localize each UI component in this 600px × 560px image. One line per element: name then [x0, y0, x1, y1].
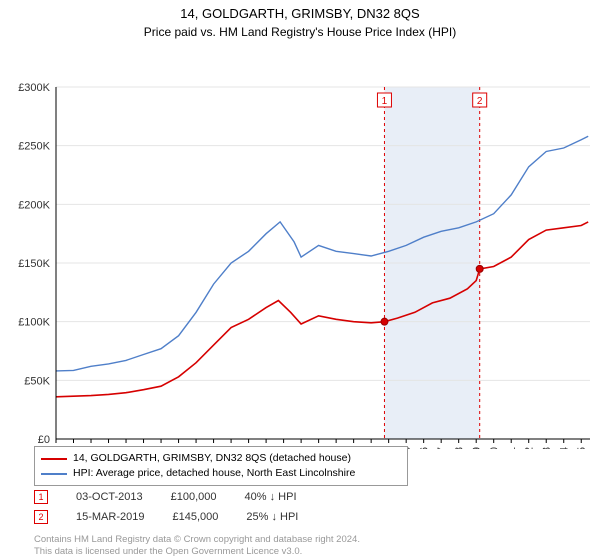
svg-text:£250K: £250K [18, 141, 50, 153]
svg-text:2016: 2016 [419, 447, 431, 449]
svg-text:2018: 2018 [454, 447, 466, 449]
transaction-price: £100,000 [171, 491, 217, 503]
chart-subtitle: Price paid vs. HM Land Registry's House … [0, 21, 600, 39]
legend-label: HPI: Average price, detached house, Nort… [73, 466, 355, 481]
svg-text:2020: 2020 [489, 447, 501, 449]
license-text: Contains HM Land Registry data © Crown c… [34, 534, 360, 558]
svg-text:£150K: £150K [18, 258, 50, 270]
transaction-delta: 25% ↓ HPI [246, 511, 298, 523]
legend-swatch [41, 458, 67, 460]
svg-text:£100K: £100K [18, 317, 50, 329]
legend: 14, GOLDGARTH, GRIMSBY, DN32 8QS (detach… [34, 446, 408, 486]
svg-text:£50K: £50K [24, 375, 50, 387]
transaction-row: 2 15-MAR-2019 £145,000 25% ↓ HPI [34, 510, 298, 524]
svg-text:£0: £0 [38, 434, 50, 446]
svg-text:2: 2 [477, 96, 483, 107]
transaction-marker: 2 [34, 510, 48, 524]
svg-text:2024: 2024 [559, 447, 571, 449]
transaction-date: 03-OCT-2013 [76, 491, 143, 503]
legend-swatch [41, 473, 67, 475]
svg-text:£300K: £300K [18, 82, 50, 94]
legend-item: HPI: Average price, detached house, Nort… [41, 466, 401, 481]
svg-text:£200K: £200K [18, 199, 50, 211]
svg-text:2021: 2021 [506, 447, 518, 449]
transaction-date: 15-MAR-2019 [76, 511, 144, 523]
legend-label: 14, GOLDGARTH, GRIMSBY, DN32 8QS (detach… [73, 451, 351, 466]
transaction-marker: 1 [34, 490, 48, 504]
transaction-price: £145,000 [172, 511, 218, 523]
chart-title: 14, GOLDGARTH, GRIMSBY, DN32 8QS [0, 0, 600, 21]
svg-text:2025: 2025 [576, 447, 588, 449]
svg-text:2017: 2017 [436, 447, 448, 449]
svg-text:2022: 2022 [524, 447, 536, 449]
svg-text:1: 1 [382, 96, 388, 107]
chart-container: 14, GOLDGARTH, GRIMSBY, DN32 8QS Price p… [0, 0, 600, 560]
legend-item: 14, GOLDGARTH, GRIMSBY, DN32 8QS (detach… [41, 451, 401, 466]
transaction-row: 1 03-OCT-2013 £100,000 40% ↓ HPI [34, 490, 297, 504]
svg-text:2019: 2019 [471, 447, 483, 449]
svg-text:2023: 2023 [541, 447, 553, 449]
transaction-delta: 40% ↓ HPI [245, 491, 297, 503]
chart-svg: £0£50K£100K£150K£200K£250K£300K121995199… [0, 39, 600, 449]
